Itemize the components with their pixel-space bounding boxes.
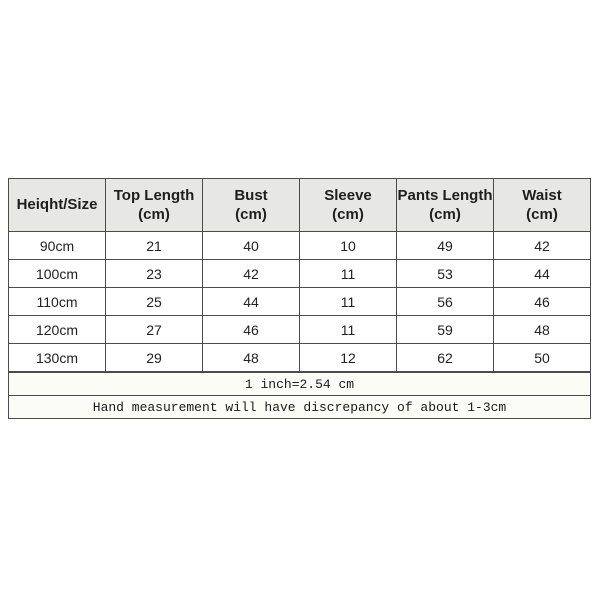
- cell-sleeve: 11: [299, 287, 397, 316]
- size-chart-notes: 1 inch=2.54 cm Hand measurement will hav…: [8, 371, 591, 419]
- table-row-100cm: 100cm 23 42 11 53 44: [8, 259, 591, 288]
- cell-size: 110cm: [8, 287, 106, 316]
- cell-pants-length: 56: [396, 287, 494, 316]
- cell-pants-length: 59: [396, 315, 494, 344]
- cell-bust: 46: [202, 315, 300, 344]
- cell-top-length: 27: [105, 315, 203, 344]
- cell-pants-length: 62: [396, 343, 494, 373]
- col-header-sleeve: Sleeve (cm): [299, 178, 397, 232]
- cell-waist: 46: [493, 287, 591, 316]
- col-header-title: Waist: [522, 186, 562, 204]
- cell-pants-length: 49: [396, 231, 494, 260]
- table-row-110cm: 110cm 25 44 11 56 46: [8, 287, 591, 316]
- cell-top-length: 25: [105, 287, 203, 316]
- cell-bust: 42: [202, 259, 300, 288]
- col-header-title: Pants Length: [397, 186, 493, 204]
- cell-bust: 40: [202, 231, 300, 260]
- col-header-unit: (cm): [332, 206, 364, 223]
- cell-sleeve: 11: [299, 315, 397, 344]
- cell-top-length: 29: [105, 343, 203, 373]
- cell-bust: 48: [202, 343, 300, 373]
- note-inch-conversion: 1 inch=2.54 cm: [8, 371, 591, 396]
- col-header-waist: Waist (cm): [493, 178, 591, 232]
- cell-size: 90cm: [8, 231, 106, 260]
- cell-top-length: 21: [105, 231, 203, 260]
- table-row-90cm: 90cm 21 40 10 49 42: [8, 231, 591, 260]
- note-row-inch-conversion: 1 inch=2.54 cm: [8, 371, 591, 396]
- cell-size: 100cm: [8, 259, 106, 288]
- note-row-measurement-disclaimer: Hand measurement will have discrepancy o…: [8, 395, 591, 419]
- table-row-120cm: 120cm 27 46 11 59 48: [8, 315, 591, 344]
- cell-pants-length: 53: [396, 259, 494, 288]
- cell-waist: 42: [493, 231, 591, 260]
- col-header-unit: (cm): [526, 206, 558, 223]
- col-header-top-length: Top Length (cm): [105, 178, 203, 232]
- size-chart-header: Heiqht/Size Top Length (cm) Bust (cm) Sl…: [8, 178, 591, 232]
- note-measurement-disclaimer: Hand measurement will have discrepancy o…: [8, 395, 591, 419]
- col-header-unit: (cm): [235, 206, 267, 223]
- cell-waist: 48: [493, 315, 591, 344]
- col-header-unit: (cm): [138, 206, 170, 223]
- size-chart-table: Heiqht/Size Top Length (cm) Bust (cm) Sl…: [8, 178, 591, 419]
- cell-sleeve: 12: [299, 343, 397, 373]
- col-header-title: Top Length: [113, 186, 195, 204]
- col-header-height-size: Heiqht/Size: [8, 178, 106, 232]
- size-chart-body: 90cm 21 40 10 49 42 100cm 23 42 11 53 44…: [8, 231, 591, 373]
- header-row: Heiqht/Size Top Length (cm) Bust (cm) Sl…: [8, 178, 591, 232]
- cell-size: 120cm: [8, 315, 106, 344]
- cell-waist: 50: [493, 343, 591, 373]
- col-header-title: Bust: [234, 186, 268, 204]
- col-header-title: Sleeve: [324, 186, 372, 204]
- cell-sleeve: 11: [299, 259, 397, 288]
- cell-waist: 44: [493, 259, 591, 288]
- cell-size: 130cm: [8, 343, 106, 373]
- cell-sleeve: 10: [299, 231, 397, 260]
- table-row-130cm: 130cm 29 48 12 62 50: [8, 343, 591, 373]
- cell-bust: 44: [202, 287, 300, 316]
- col-header-bust: Bust (cm): [202, 178, 300, 232]
- col-header-title: Heiqht/Size: [16, 196, 98, 214]
- col-header-unit: (cm): [429, 206, 461, 223]
- cell-top-length: 23: [105, 259, 203, 288]
- col-header-pants-length: Pants Length (cm): [396, 178, 494, 232]
